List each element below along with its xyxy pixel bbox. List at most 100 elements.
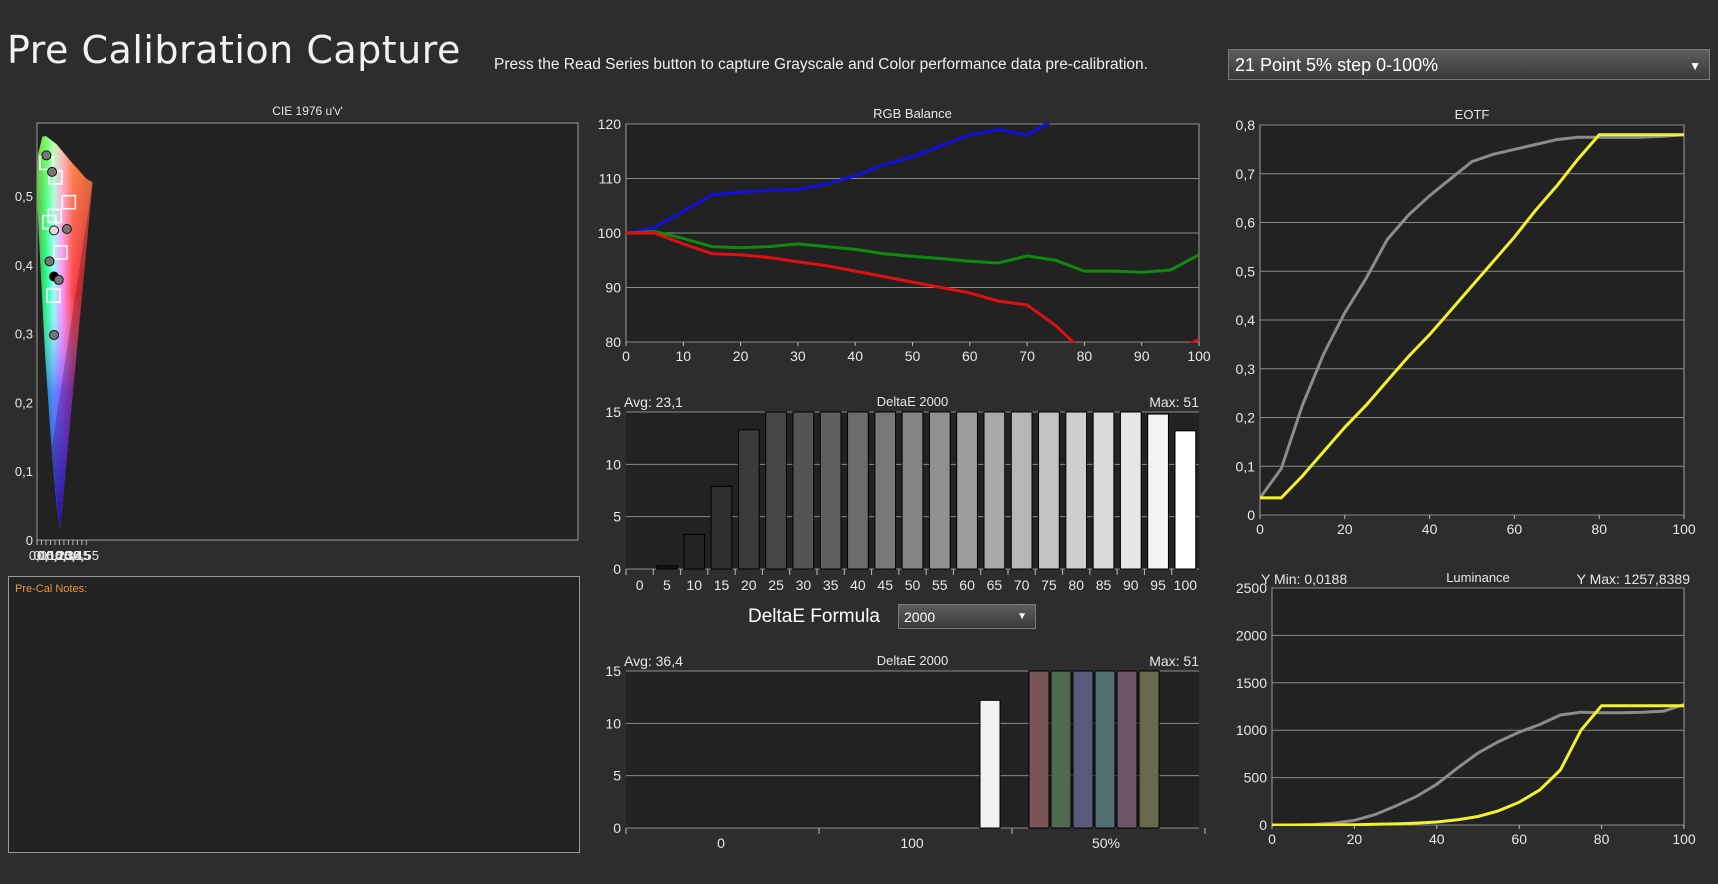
series-line bbox=[626, 231, 1199, 343]
y-tick-label: 1500 bbox=[1236, 675, 1267, 691]
grayscale-bar bbox=[874, 411, 897, 570]
grayscale-bar bbox=[765, 411, 787, 570]
cie-locus-overlay bbox=[37, 136, 93, 529]
measured-point bbox=[41, 150, 52, 161]
grayscale-bar bbox=[1092, 411, 1115, 570]
y-tick-label: 110 bbox=[599, 171, 622, 187]
x-tick-label: 10 bbox=[676, 348, 692, 364]
x-tick-label: 60 bbox=[959, 577, 975, 593]
chart-title: RGB Balance bbox=[873, 106, 952, 121]
y-tick-label: 90 bbox=[605, 280, 621, 296]
x-tick-label: 40 bbox=[1429, 831, 1445, 847]
x-tick-label: 95 bbox=[1150, 577, 1166, 593]
target-marker bbox=[46, 288, 61, 303]
series-line bbox=[626, 229, 1199, 274]
y-tick-label: 500 bbox=[1244, 770, 1268, 786]
series-select[interactable]: 21 Point 5% step 0-100% ▼ bbox=[1228, 49, 1710, 80]
target-marker bbox=[42, 214, 57, 230]
y-tick-label: 0 bbox=[26, 533, 33, 548]
x-tick-label: 0,2 bbox=[46, 548, 64, 563]
x-tick-label: 20 bbox=[1337, 521, 1353, 537]
x-tick-label: 80 bbox=[1591, 521, 1607, 537]
y-tick-label: 2000 bbox=[1236, 627, 1267, 643]
y-tick-label: 0,4 bbox=[1236, 312, 1256, 328]
y-tick-label: 0 bbox=[1259, 817, 1267, 833]
y-tick-label: 5 bbox=[613, 509, 621, 525]
notes-label: Pre-Cal Notes: bbox=[15, 583, 88, 595]
y-tick-label: 0 bbox=[1247, 507, 1255, 523]
deltae-formula-select[interactable]: 2000 ▼ bbox=[898, 604, 1036, 629]
deltae-formula-value: 2000 bbox=[904, 609, 936, 625]
max-label: Max: 51 bbox=[1149, 394, 1199, 410]
x-tick-label: 0,55 bbox=[74, 548, 99, 563]
x-tick-label: 100 bbox=[1187, 348, 1211, 364]
target-marker bbox=[53, 245, 68, 260]
y-tick-label: 0 bbox=[613, 561, 621, 577]
x-tick-label: 70 bbox=[1019, 348, 1035, 364]
target-marker bbox=[61, 194, 77, 210]
x-tick-label: 0,3 bbox=[55, 548, 73, 563]
color-bar bbox=[1050, 670, 1072, 829]
cie-chart-title: CIE 1976 u'v' bbox=[272, 104, 343, 118]
grayscale-bar bbox=[956, 411, 978, 570]
series-line bbox=[626, 123, 1052, 235]
y-tick-label: 10 bbox=[605, 456, 621, 472]
color-bar bbox=[979, 699, 1001, 829]
y-max-label: Y Max: 1257,8389 bbox=[1577, 571, 1691, 587]
chart-title: DeltaE 2000 bbox=[877, 653, 949, 668]
grayscale-bar bbox=[1010, 411, 1033, 570]
x-tick-label: 40 bbox=[847, 348, 863, 364]
x-tick-label: 100 bbox=[1672, 831, 1696, 847]
grayscale-bar bbox=[819, 411, 842, 570]
x-tick-label: 0 bbox=[1256, 521, 1264, 537]
grayscale-bar bbox=[737, 429, 760, 570]
y-tick-label: 0,3 bbox=[1236, 361, 1256, 377]
x-tick-label: 80 bbox=[1068, 577, 1084, 593]
x-tick-label: 50% bbox=[1092, 835, 1120, 851]
y-tick-label: 0,5 bbox=[1236, 263, 1256, 279]
y-tick-label: 100 bbox=[598, 225, 622, 241]
chart-title: DeltaE 2000 bbox=[877, 394, 949, 409]
y-tick-label: 80 bbox=[605, 334, 621, 350]
chart-title: EOTF bbox=[1455, 107, 1490, 122]
x-tick-label: 0,4 bbox=[64, 548, 82, 563]
y-tick-label: 10 bbox=[605, 715, 621, 731]
x-tick-label: 40 bbox=[850, 577, 866, 593]
grayscale-bar bbox=[901, 411, 924, 570]
x-tick-label: 45 bbox=[877, 577, 893, 593]
x-tick-label: 80 bbox=[1077, 348, 1093, 364]
y-tick-label: 0,3 bbox=[15, 327, 33, 342]
y-tick-label: 1000 bbox=[1236, 722, 1267, 738]
x-tick-label: 10 bbox=[686, 577, 702, 593]
measured-point bbox=[53, 274, 64, 285]
chart-title: Luminance bbox=[1446, 570, 1510, 585]
x-tick-label: 0 bbox=[1268, 831, 1276, 847]
y-min-label: Y Min: 0,0188 bbox=[1261, 571, 1347, 587]
y-tick-label: 0,2 bbox=[15, 395, 33, 410]
grayscale-bar bbox=[683, 533, 706, 570]
x-tick-label: 0,15 bbox=[38, 548, 63, 563]
x-tick-label: 25 bbox=[768, 577, 784, 593]
y-tick-label: 0,5 bbox=[15, 189, 33, 204]
x-tick-label: 0,1 bbox=[37, 548, 55, 563]
x-tick-label: 0,25 bbox=[47, 548, 72, 563]
x-tick-label: 50 bbox=[905, 577, 921, 593]
x-tick-label: 90 bbox=[1123, 577, 1139, 593]
y-tick-label: 0,2 bbox=[1236, 410, 1256, 426]
deltae-formula-label: DeltaE Formula bbox=[748, 606, 880, 627]
x-tick-label: 100 bbox=[1672, 521, 1696, 537]
series-line bbox=[1272, 704, 1684, 826]
x-tick-label: 0 bbox=[636, 577, 644, 593]
grayscale-bar bbox=[1119, 411, 1142, 570]
x-tick-label: 50 bbox=[905, 348, 921, 364]
pre-cal-notes-panel[interactable]: Pre-Cal Notes: bbox=[8, 576, 580, 853]
grayscale-bar bbox=[710, 485, 733, 570]
x-tick-label: 20 bbox=[741, 577, 757, 593]
y-tick-label: 0,1 bbox=[1236, 458, 1256, 474]
x-tick-label: 60 bbox=[1511, 831, 1527, 847]
x-tick-label: 0 bbox=[622, 348, 630, 364]
grayscale-bar bbox=[1147, 413, 1169, 570]
x-tick-label: 0,35 bbox=[56, 548, 81, 563]
x-tick-label: 30 bbox=[796, 577, 812, 593]
